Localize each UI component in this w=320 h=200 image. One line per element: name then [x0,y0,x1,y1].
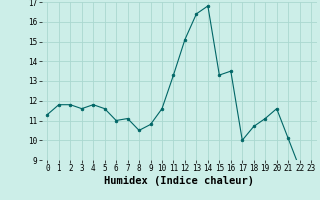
X-axis label: Humidex (Indice chaleur): Humidex (Indice chaleur) [104,176,254,186]
